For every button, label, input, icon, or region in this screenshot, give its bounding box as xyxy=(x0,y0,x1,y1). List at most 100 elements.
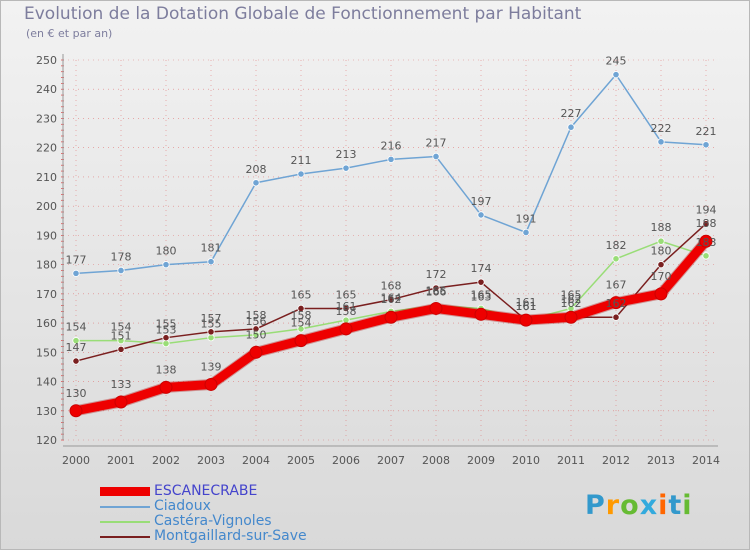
x-tick-label: 2001 xyxy=(107,454,135,467)
point-escanecrabe-2011 xyxy=(564,310,578,324)
point-montgaillard-sur-save-2013 xyxy=(657,261,665,269)
data-label-castera-vignoles-2013: 188 xyxy=(651,221,672,234)
data-label-ciadoux-2005: 211 xyxy=(291,154,312,167)
data-label-castera-vignoles-2003: 155 xyxy=(201,318,222,331)
x-tick-label: 2006 xyxy=(332,454,360,467)
point-escanecrabe-2003 xyxy=(204,377,218,391)
legend-label: Ciadoux xyxy=(154,498,211,514)
point-escanecrabe-2014 xyxy=(699,234,713,248)
point-ciadoux-2001 xyxy=(117,266,125,275)
logo-letter: i xyxy=(682,490,693,521)
data-label-castera-vignoles-2008: 166 xyxy=(426,286,447,299)
data-label-escanecrabe-2005: 154 xyxy=(291,317,312,330)
point-escanecrabe-2004 xyxy=(249,345,263,359)
y-tick-label: 190 xyxy=(36,229,57,242)
point-ciadoux-2013 xyxy=(657,138,665,146)
point-escanecrabe-2009 xyxy=(474,307,488,321)
data-label-castera-vignoles-2012: 182 xyxy=(606,239,627,252)
data-label-castera-vignoles-2010: 161 xyxy=(516,300,537,313)
data-label-montgaillard-sur-save-2006: 165 xyxy=(336,288,357,301)
point-montgaillard-sur-save-2005 xyxy=(297,304,305,313)
data-label-ciadoux-2010: 191 xyxy=(516,212,537,225)
x-tick-label: 2010 xyxy=(512,454,540,467)
data-label-castera-vignoles-2006: 161 xyxy=(336,300,357,313)
x-tick-label: 2009 xyxy=(467,454,495,467)
chart-subtitle: (en € et par an) xyxy=(26,27,113,40)
y-tick-label: 140 xyxy=(36,376,57,389)
point-ciadoux-2014 xyxy=(702,141,710,149)
data-label-ciadoux-2006: 213 xyxy=(336,148,357,161)
data-label-escanecrabe-2001: 133 xyxy=(111,378,132,391)
point-montgaillard-sur-save-2002 xyxy=(162,334,170,342)
x-tick-label: 2002 xyxy=(152,454,180,467)
data-label-montgaillard-sur-save-2013: 180 xyxy=(651,245,672,258)
data-label-castera-vignoles-2009: 165 xyxy=(471,288,492,301)
data-label-escanecrabe-2003: 139 xyxy=(201,360,222,373)
point-ciadoux-2005 xyxy=(297,170,305,178)
point-escanecrabe-2002 xyxy=(159,380,173,394)
data-label-ciadoux-2009: 197 xyxy=(471,195,492,208)
data-label-ciadoux-2013: 222 xyxy=(651,122,672,135)
y-tick-label: 220 xyxy=(36,142,57,155)
point-escanecrabe-2006 xyxy=(339,322,353,336)
data-label-montgaillard-sur-save-2003: 157 xyxy=(201,312,222,325)
data-label-montgaillard-sur-save-2012: 162 xyxy=(606,297,627,310)
logo-letter: x xyxy=(639,490,659,521)
proxiti-logo: Proxiti xyxy=(585,490,693,521)
legend-swatch xyxy=(100,536,150,538)
point-montgaillard-sur-save-2006 xyxy=(342,304,350,313)
data-label-castera-vignoles-2000: 154 xyxy=(66,321,87,334)
data-label-ciadoux-2014: 221 xyxy=(696,125,717,138)
logo-letter: t xyxy=(668,490,683,521)
y-tick-label: 200 xyxy=(36,200,57,213)
point-montgaillard-sur-save-2003 xyxy=(207,328,215,336)
logo-letter: o xyxy=(620,490,640,521)
point-ciadoux-2006 xyxy=(342,164,350,172)
point-castera-vignoles-2013 xyxy=(657,237,665,245)
point-escanecrabe-2001 xyxy=(114,395,128,409)
data-label-castera-vignoles-2014: 183 xyxy=(696,236,717,249)
point-ciadoux-2003 xyxy=(207,258,215,266)
data-label-escanecrabe-2013: 170 xyxy=(651,270,672,283)
data-label-castera-vignoles-2007: 164 xyxy=(381,291,402,304)
data-label-castera-vignoles-2011: 165 xyxy=(561,288,582,301)
point-montgaillard-sur-save-2000 xyxy=(72,357,80,365)
point-escanecrabe-2000 xyxy=(69,404,83,418)
point-castera-vignoles-2002 xyxy=(162,339,170,348)
y-tick-label: 130 xyxy=(36,405,57,418)
y-tick-label: 120 xyxy=(36,434,57,447)
logo-letter: P xyxy=(585,490,606,521)
point-ciadoux-2010 xyxy=(522,228,530,237)
data-label-castera-vignoles-2002: 153 xyxy=(156,324,177,337)
data-label-ciadoux-2004: 208 xyxy=(246,163,267,176)
legend-swatch xyxy=(100,487,150,496)
data-label-montgaillard-sur-save-2000: 147 xyxy=(66,341,87,354)
data-label-escanecrabe-2006: 158 xyxy=(336,305,357,318)
data-label-ciadoux-2012: 245 xyxy=(606,55,627,68)
data-label-montgaillard-sur-save-2002: 155 xyxy=(156,318,177,331)
data-label-montgaillard-sur-save-2009: 174 xyxy=(471,262,492,275)
x-tick-label: 2012 xyxy=(602,454,630,467)
data-label-montgaillard-sur-save-2005: 165 xyxy=(291,288,312,301)
data-label-escanecrabe-2010: 161 xyxy=(516,296,537,309)
x-tick-label: 2008 xyxy=(422,454,450,467)
y-tick-label: 180 xyxy=(36,259,57,272)
data-label-escanecrabe-2004: 150 xyxy=(246,328,267,341)
point-ciadoux-2008 xyxy=(432,152,440,161)
data-label-ciadoux-2002: 180 xyxy=(156,245,177,258)
x-tick-label: 2007 xyxy=(377,454,405,467)
point-montgaillard-sur-save-2001 xyxy=(117,345,125,353)
x-tick-label: 2011 xyxy=(557,454,585,467)
y-tick-label: 160 xyxy=(36,317,57,330)
legend-swatch xyxy=(100,506,150,508)
x-tick-label: 2014 xyxy=(692,454,720,467)
y-tick-label: 240 xyxy=(36,83,57,96)
y-tick-label: 170 xyxy=(36,288,57,301)
point-castera-vignoles-2000 xyxy=(72,337,80,345)
legend-label: ESCANECRABE xyxy=(154,483,258,499)
data-label-ciadoux-2001: 178 xyxy=(111,250,132,263)
data-label-castera-vignoles-2005: 158 xyxy=(291,309,312,322)
point-ciadoux-2009 xyxy=(477,211,485,219)
logo-letter: r xyxy=(605,490,621,521)
data-label-escanecrabe-2009: 163 xyxy=(471,290,492,303)
